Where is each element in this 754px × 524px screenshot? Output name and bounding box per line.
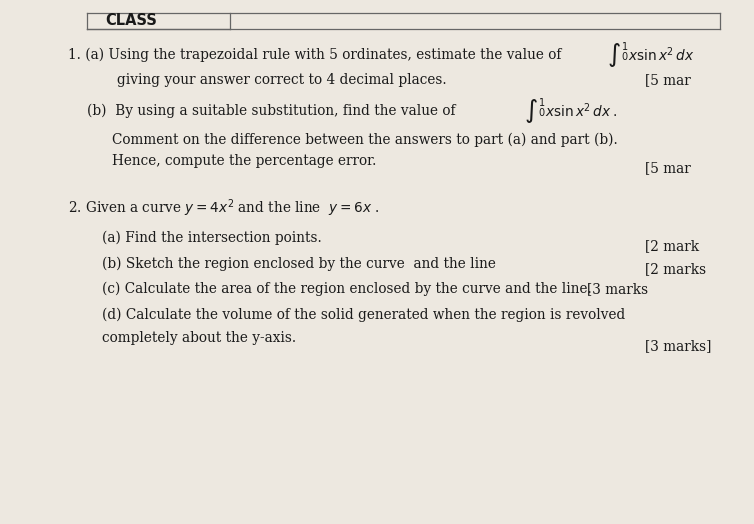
- Text: $0$: $0$: [538, 106, 545, 117]
- Text: Comment on the difference between the answers to part (a) and part (b).: Comment on the difference between the an…: [112, 132, 618, 147]
- Text: $\int$: $\int$: [524, 96, 538, 125]
- Text: (b) Sketch the region enclosed by the curve  and the line: (b) Sketch the region enclosed by the cu…: [102, 256, 495, 271]
- Text: [2 mark: [2 mark: [645, 239, 699, 253]
- Text: $0$: $0$: [621, 50, 628, 62]
- Text: completely about the y-axis.: completely about the y-axis.: [102, 331, 296, 345]
- Text: (b)  By using a suitable substitution, find the value of: (b) By using a suitable substitution, fi…: [87, 103, 455, 118]
- Text: CLASS: CLASS: [106, 13, 158, 28]
- Text: $1$: $1$: [621, 40, 628, 52]
- Text: [5 mar: [5 mar: [645, 73, 691, 86]
- Text: [3 marks]: [3 marks]: [645, 339, 711, 353]
- Text: 2. Given a curve $y = 4x^2$ and the line  $y = 6x$ .: 2. Given a curve $y = 4x^2$ and the line…: [68, 197, 379, 219]
- Text: Hence, compute the percentage error.: Hence, compute the percentage error.: [112, 155, 376, 168]
- Text: (a) Find the intersection points.: (a) Find the intersection points.: [102, 231, 321, 245]
- Text: 1. (a) Using the trapezoidal rule with 5 ordinates, estimate the value of: 1. (a) Using the trapezoidal rule with 5…: [68, 48, 561, 62]
- Text: (c) Calculate the area of the region enclosed by the curve and the line.: (c) Calculate the area of the region enc…: [102, 281, 592, 296]
- Text: giving your answer correct to 4 decimal places.: giving your answer correct to 4 decimal …: [117, 73, 446, 86]
- Text: [3 marks: [3 marks: [587, 282, 648, 296]
- Text: $1$: $1$: [538, 96, 545, 107]
- Text: $\int$: $\int$: [607, 41, 621, 69]
- Text: [2 marks: [2 marks: [645, 263, 706, 276]
- Text: (d) Calculate the volume of the solid generated when the region is revolved: (d) Calculate the volume of the solid ge…: [102, 307, 625, 322]
- Text: $x\sin x^2\,dx\;.$: $x\sin x^2\,dx\;.$: [545, 101, 618, 120]
- Text: [5 mar: [5 mar: [645, 161, 691, 174]
- Text: $x\sin x^2\,dx$: $x\sin x^2\,dx$: [628, 46, 694, 64]
